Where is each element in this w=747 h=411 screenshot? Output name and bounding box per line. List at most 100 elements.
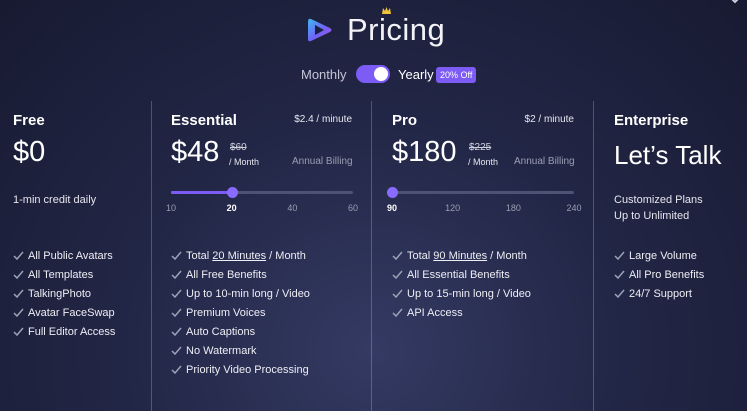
feature-item: All Templates [13, 267, 115, 286]
feature-item: Auto Captions [171, 324, 310, 343]
feature-item: Total 90 Minutes / Month [392, 248, 531, 267]
slider-track[interactable] [171, 191, 353, 194]
chevron-icon[interactable] [729, 0, 741, 4]
feature-item: All Pro Benefits [614, 267, 704, 286]
feature-label: Auto Captions [186, 326, 256, 338]
feature-item: Up to 15-min long / Video [392, 286, 531, 305]
page-title: Pricing [347, 12, 446, 47]
check-icon [171, 346, 182, 355]
feature-label: Total [186, 250, 213, 262]
plan-pro: Pro $2 / minute $180 $225 / Month Annual… [387, 100, 582, 411]
feature-label: All Pro Benefits [629, 269, 705, 281]
feature-list: Total 90 Minutes / Month All Essential B… [392, 248, 531, 324]
feature-label: All Public Avatars [28, 250, 113, 262]
feature-label: / Month [266, 250, 306, 262]
yearly-label[interactable]: Yearly [398, 67, 434, 82]
feature-label: Full Editor Access [28, 326, 116, 338]
slider-tick-label[interactable]: 20 [226, 203, 237, 213]
check-icon [614, 251, 625, 260]
slider-tick-label[interactable]: 60 [347, 203, 359, 213]
plan-name: Free [13, 112, 45, 129]
minutes-slider[interactable]: 90 120 180 240 [387, 187, 582, 217]
plan-subtitle: Up to Unlimited [614, 210, 690, 222]
billing-label: Annual Billing [292, 156, 353, 167]
billing-toggle: Monthly Yearly 20% Off [0, 64, 747, 86]
plan-price: $0 [13, 136, 46, 168]
minutes-slider[interactable]: 10 20 40 60 [166, 187, 358, 217]
feature-label: 24/7 Support [629, 288, 692, 300]
switch-knob [374, 67, 388, 81]
check-icon [392, 289, 403, 298]
header: Pricing [0, 0, 747, 100]
plan-subtitle: Customized Plans [614, 194, 703, 206]
plan-rate: $2.4 / minute [294, 114, 352, 125]
slider-tick-label[interactable]: 180 [505, 203, 521, 213]
feature-list: Total 20 Minutes / Month All Free Benefi… [171, 248, 310, 381]
slider-tick-label[interactable]: 40 [287, 203, 298, 213]
feature-item: Up to 10-min long / Video [171, 286, 310, 305]
feature-item: TalkingPhoto [13, 286, 115, 305]
check-icon [392, 308, 403, 317]
feature-label: All Free Benefits [186, 269, 267, 281]
feature-item: Total 20 Minutes / Month [171, 248, 310, 267]
feature-label: Up to 10-min long / Video [186, 288, 310, 300]
feature-item: Premium Voices [171, 305, 310, 324]
check-icon [614, 289, 625, 298]
slider-tick-label[interactable]: 90 [386, 203, 398, 213]
plan-enterprise: Enterprise Let’s Talk Customized Plans U… [614, 100, 742, 411]
feature-label: All Templates [28, 269, 94, 281]
billing-label: Annual Billing [514, 156, 575, 167]
feature-label: Up to 15-min long / Video [407, 288, 531, 300]
plan-rate: $2 / minute [524, 114, 574, 125]
feature-label: / Month [487, 250, 527, 262]
feature-item: All Essential Benefits [392, 267, 531, 286]
plan-free: Free $0 1-min credit daily All Public Av… [13, 100, 143, 411]
check-icon [171, 308, 182, 317]
plan-name: Pro [392, 112, 418, 129]
per-month-label: / Month [468, 157, 499, 167]
feature-item: Avatar FaceSwap [13, 305, 115, 324]
minutes-amount: 20 Minutes [212, 250, 267, 262]
plan-price: Let’s Talk [614, 140, 722, 170]
slider-thumb[interactable] [387, 187, 398, 198]
discount-badge: 20% Off [436, 67, 477, 83]
feature-item: All Free Benefits [171, 267, 310, 286]
feature-label: Priority Video Processing [186, 364, 309, 376]
check-icon [171, 365, 182, 374]
feature-list: All Public Avatars All Templates Talking… [13, 248, 115, 343]
plan-price: $180 [392, 136, 457, 168]
check-icon [13, 289, 24, 298]
feature-label: API Access [407, 307, 463, 319]
check-icon [171, 270, 182, 279]
feature-item: No Watermark [171, 343, 310, 362]
slider-tick-label[interactable]: 240 [566, 203, 582, 213]
old-price: $225 [469, 142, 492, 153]
feature-label: Large Volume [629, 250, 697, 262]
feature-item: API Access [392, 305, 531, 324]
slider-tick-label[interactable]: 120 [445, 203, 461, 213]
feature-label: All Essential Benefits [407, 269, 510, 281]
billing-switch[interactable] [356, 65, 390, 83]
per-month-label: / Month [229, 157, 260, 167]
slider-thumb[interactable] [226, 187, 238, 198]
plan-essential: Essential $2.4 / minute $48 $60 / Month … [166, 100, 358, 411]
old-price: $60 [230, 142, 247, 153]
feature-label: TalkingPhoto [28, 288, 91, 300]
gradient-ribbon-logo-icon [308, 18, 332, 42]
crown-icon [382, 7, 391, 14]
monthly-label[interactable]: Monthly [301, 67, 347, 82]
slider-track[interactable] [392, 191, 574, 194]
plan-subtitle: 1-min credit daily [13, 194, 97, 206]
check-icon [171, 251, 182, 260]
check-icon [614, 270, 625, 279]
feature-item: Large Volume [614, 248, 704, 267]
plan-name: Essential [171, 112, 237, 129]
slider-fill [171, 191, 232, 194]
check-icon [13, 308, 24, 317]
plan-name: Enterprise [614, 112, 689, 129]
check-icon [171, 327, 182, 336]
column-divider [151, 101, 152, 411]
column-divider [593, 101, 594, 411]
check-icon [13, 270, 24, 279]
slider-tick-label[interactable]: 10 [165, 203, 177, 213]
